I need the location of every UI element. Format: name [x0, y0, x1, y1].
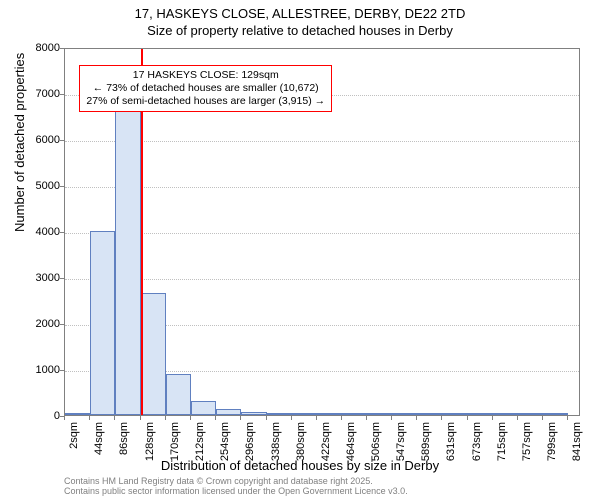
plot-area: 17 HASKEYS CLOSE: 129sqm ← 73% of detach… [64, 48, 580, 416]
x-tick-mark [316, 416, 317, 420]
x-tick-mark [517, 416, 518, 420]
x-tick-mark [467, 416, 468, 420]
x-tick-mark [165, 416, 166, 420]
title-line1: 17, HASKEYS CLOSE, ALLESTREE, DERBY, DE2… [0, 6, 600, 23]
x-tick-mark [366, 416, 367, 420]
x-tick-label: 715sqm [496, 422, 508, 461]
x-tick-mark [266, 416, 267, 420]
histogram-bar [317, 413, 342, 415]
x-tick-label: 212sqm [194, 422, 206, 461]
footer-attribution: Contains HM Land Registry data © Crown c… [64, 476, 408, 497]
x-tick-mark [114, 416, 115, 420]
x-tick-mark [416, 416, 417, 420]
histogram-bar [216, 409, 241, 415]
histogram-bar [191, 401, 216, 415]
histogram-bar [166, 374, 191, 415]
x-tick-label: 422sqm [320, 422, 332, 461]
x-tick-mark [64, 416, 65, 420]
title-line2: Size of property relative to detached ho… [0, 23, 600, 40]
x-tick-mark [190, 416, 191, 420]
x-tick-mark [240, 416, 241, 420]
histogram-bar [493, 413, 518, 415]
histogram-bar [115, 111, 140, 415]
chart-container: 17, HASKEYS CLOSE, ALLESTREE, DERBY, DE2… [0, 0, 600, 500]
footer-line1: Contains HM Land Registry data © Crown c… [64, 476, 408, 486]
y-tick-label: 1000 [20, 364, 60, 376]
x-tick-label: 673sqm [471, 422, 483, 461]
histogram-bar [543, 413, 568, 415]
footer-line2: Contains public sector information licen… [64, 486, 408, 496]
histogram-bar [342, 413, 367, 415]
x-tick-label: 589sqm [420, 422, 432, 461]
histogram-bar [65, 413, 90, 415]
x-tick-label: 44sqm [93, 422, 105, 455]
y-tick-label: 4000 [20, 226, 60, 238]
histogram-bar [292, 413, 317, 415]
callout-box: 17 HASKEYS CLOSE: 129sqm ← 73% of detach… [79, 65, 332, 112]
histogram-bar [417, 413, 442, 415]
x-tick-label: 547sqm [395, 422, 407, 461]
y-tick-label: 8000 [20, 42, 60, 54]
y-tick-label: 7000 [20, 88, 60, 100]
callout-line1: 17 HASKEYS CLOSE: 129sqm [86, 69, 325, 82]
x-tick-mark [215, 416, 216, 420]
x-tick-label: 506sqm [370, 422, 382, 461]
histogram-bar [468, 413, 493, 415]
y-tick-label: 5000 [20, 180, 60, 192]
chart-title: 17, HASKEYS CLOSE, ALLESTREE, DERBY, DE2… [0, 0, 600, 40]
x-tick-mark [89, 416, 90, 420]
histogram-bar [518, 413, 543, 415]
x-tick-mark [542, 416, 543, 420]
histogram-bar [90, 231, 115, 415]
x-tick-mark [341, 416, 342, 420]
x-tick-mark [140, 416, 141, 420]
x-axis-label: Distribution of detached houses by size … [0, 458, 600, 473]
y-tick-label: 2000 [20, 318, 60, 330]
x-tick-label: 380sqm [295, 422, 307, 461]
x-tick-mark [391, 416, 392, 420]
x-tick-label: 254sqm [219, 422, 231, 461]
x-tick-label: 799sqm [546, 422, 558, 461]
x-tick-label: 631sqm [445, 422, 457, 461]
x-tick-label: 128sqm [144, 422, 156, 461]
x-tick-label: 338sqm [270, 422, 282, 461]
histogram-bar [442, 413, 467, 415]
x-tick-label: 841sqm [571, 422, 583, 461]
callout-line2: ← 73% of detached houses are smaller (10… [86, 82, 325, 95]
callout-line3: 27% of semi-detached houses are larger (… [86, 95, 325, 108]
x-tick-mark [291, 416, 292, 420]
y-tick-label: 6000 [20, 134, 60, 146]
x-tick-mark [492, 416, 493, 420]
x-tick-label: 757sqm [521, 422, 533, 461]
x-tick-label: 86sqm [118, 422, 130, 455]
x-tick-label: 2sqm [68, 422, 80, 449]
histogram-bar [392, 413, 417, 415]
x-tick-mark [567, 416, 568, 420]
x-tick-label: 464sqm [345, 422, 357, 461]
x-tick-label: 170sqm [169, 422, 181, 461]
x-tick-label: 296sqm [244, 422, 256, 461]
x-tick-mark [441, 416, 442, 420]
histogram-bar [367, 413, 392, 415]
histogram-bar [241, 412, 266, 415]
histogram-bar [141, 293, 166, 415]
histogram-bar [267, 413, 292, 415]
y-tick-label: 3000 [20, 272, 60, 284]
y-tick-label: 0 [20, 410, 60, 422]
